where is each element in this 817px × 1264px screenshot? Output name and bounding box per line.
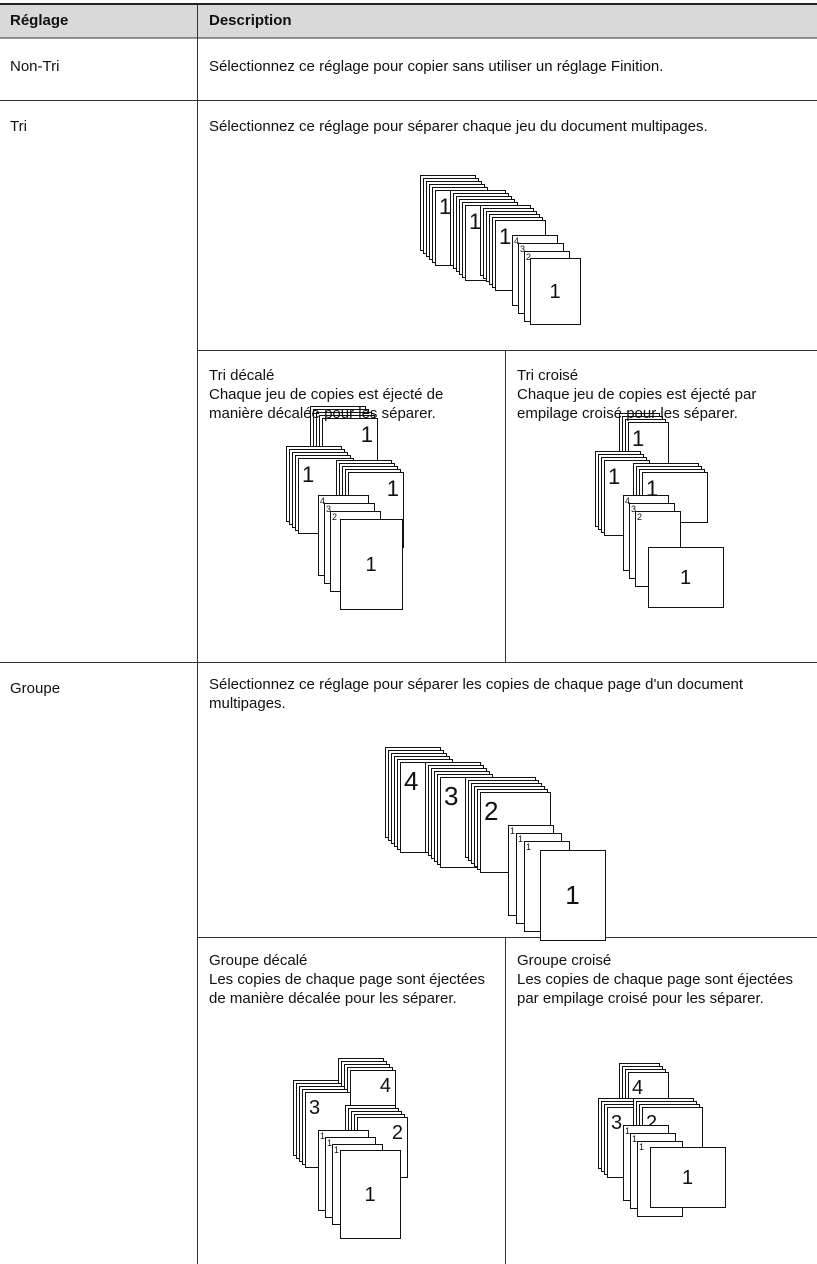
- option-description: Les copies de chaque page sont éjectées …: [209, 971, 486, 1007]
- sheet: [530, 258, 581, 325]
- page-number: 1: [439, 194, 451, 219]
- page-number: 1: [361, 422, 373, 447]
- page-number: 1: [549, 281, 560, 303]
- setting-description: Sélectionnez ce réglage pour séparer cha…: [209, 118, 708, 135]
- page-number: 1: [526, 842, 531, 852]
- page-number: 2: [526, 252, 531, 262]
- page-number: 2: [392, 1122, 403, 1144]
- header-cell: Description: [209, 12, 292, 29]
- option-block: Groupe décalé Les copies de chaque page …: [209, 951, 501, 1008]
- page-number: 3: [520, 244, 525, 254]
- page-number: 1: [327, 1138, 332, 1148]
- header-cell: Réglage: [10, 12, 69, 29]
- header-background: [0, 5, 817, 38]
- option-block: Groupe croisé Les copies de chaque page …: [517, 951, 807, 1008]
- sheet: [648, 547, 724, 608]
- page-number: 3: [611, 1112, 622, 1134]
- page-number: 1: [510, 826, 515, 836]
- sheet: [340, 519, 403, 610]
- page-number: 3: [631, 504, 636, 514]
- setting-name: Non-Tri: [10, 58, 60, 75]
- page-number: 1: [469, 209, 481, 234]
- page-number: 2: [332, 512, 337, 522]
- page-number: 1: [364, 1184, 375, 1206]
- sheet: [540, 850, 606, 941]
- option-description: Chaque jeu de copies est éjecté de maniè…: [209, 386, 444, 422]
- page-number: 4: [625, 496, 630, 506]
- page-number: 4: [514, 236, 519, 246]
- option-title: Groupe décalé: [209, 952, 308, 969]
- page-number: 1: [387, 476, 399, 501]
- page-number: 1: [565, 880, 579, 910]
- setting-name: Tri: [10, 118, 27, 135]
- page-number: 2: [646, 1112, 657, 1134]
- page-number: 1: [632, 426, 644, 451]
- page-number: 4: [632, 1077, 643, 1099]
- page-number: 2: [637, 512, 642, 522]
- page-number: 4: [404, 766, 418, 796]
- page-number: 4: [380, 1075, 391, 1097]
- page-number: 1: [334, 1145, 339, 1155]
- page-number: 1: [639, 1142, 644, 1152]
- page-number: 1: [365, 554, 376, 576]
- page-number: 4: [320, 496, 325, 506]
- option-description: Les copies de chaque page sont éjectées …: [517, 971, 794, 1007]
- page-number: 1: [608, 464, 620, 489]
- option-description: Chaque jeu de copies est éjecté par empi…: [517, 386, 757, 422]
- setting-description: Sélectionnez ce réglage pour séparer les…: [209, 676, 744, 712]
- page-number: 1: [302, 462, 314, 487]
- sheet: [650, 1147, 726, 1208]
- page-number: 1: [646, 476, 658, 501]
- page-number: 1: [518, 834, 523, 844]
- page-number: 1: [682, 1167, 693, 1189]
- page-number: 1: [320, 1131, 325, 1141]
- sheet: [340, 1150, 401, 1239]
- option-title: Groupe croisé: [517, 952, 612, 969]
- option-title: Tri décalé: [209, 367, 275, 384]
- page-number: 1: [625, 1126, 630, 1136]
- page-number: 2: [484, 796, 498, 826]
- setting-description: Sélectionnez ce réglage pour copier sans…: [209, 58, 664, 75]
- setting-name: Groupe: [10, 680, 61, 697]
- page-number: 1: [632, 1134, 637, 1144]
- page-number: 1: [499, 224, 511, 249]
- page-number: 3: [309, 1097, 320, 1119]
- page-number: 1: [680, 567, 691, 589]
- option-block: Tri décalé Chaque jeu de copies est éjec…: [209, 366, 501, 423]
- option-title: Tri croisé: [517, 367, 579, 384]
- option-block: Tri croisé Chaque jeu de copies est éjec…: [517, 366, 807, 423]
- page-number: 3: [326, 504, 331, 514]
- page-number: 3: [444, 781, 458, 811]
